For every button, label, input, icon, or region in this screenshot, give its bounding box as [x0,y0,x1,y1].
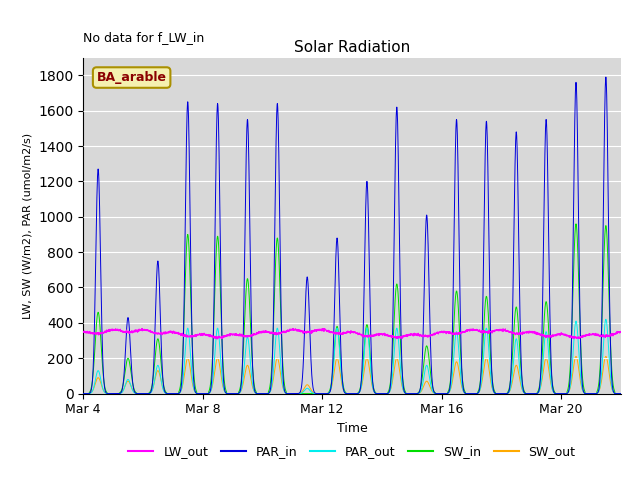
Bar [382,58,442,394]
Legend: LW_out, PAR_in, PAR_out, SW_in, SW_out: LW_out, PAR_in, PAR_out, SW_in, SW_out [124,440,580,463]
Text: BA_arable: BA_arable [97,71,166,84]
Y-axis label: LW, SW (W/m2), PAR (umol/m2/s): LW, SW (W/m2), PAR (umol/m2/s) [22,132,33,319]
Bar [83,58,143,394]
Bar [442,58,501,394]
X-axis label: Time: Time [337,422,367,435]
Title: Solar Radiation: Solar Radiation [294,40,410,55]
Bar [262,58,322,394]
Bar [561,58,621,394]
Bar [143,58,203,394]
Text: No data for f_LW_in: No data for f_LW_in [83,31,204,44]
Bar [203,58,262,394]
Bar [501,58,561,394]
Bar [322,58,382,394]
